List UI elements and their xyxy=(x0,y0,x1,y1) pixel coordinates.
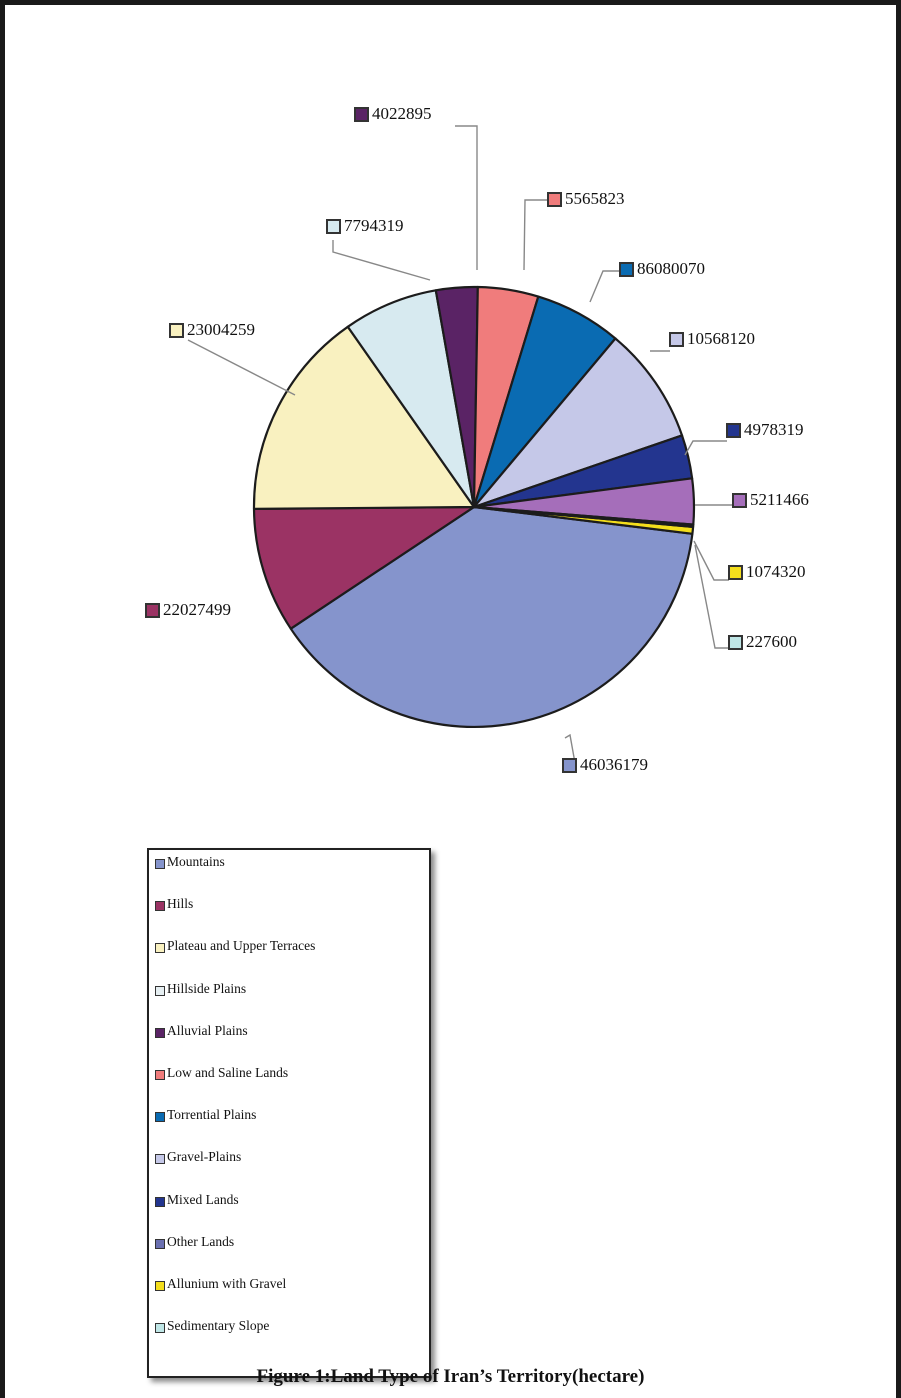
leader-line xyxy=(693,540,729,581)
legend-label: Alluvial Plains xyxy=(167,1022,248,1038)
legend-label: Gravel-Plains xyxy=(167,1149,242,1165)
legend-swatch xyxy=(155,1323,165,1334)
data-label-low-and-saline-lands: 5565823 xyxy=(547,189,625,208)
legend-swatch xyxy=(155,1154,165,1165)
data-label-value: 7794319 xyxy=(344,216,404,235)
leader-line xyxy=(589,270,620,303)
legend-label: Plateau and Upper Terraces xyxy=(167,938,316,954)
leader-line xyxy=(523,199,548,271)
data-label-marker xyxy=(145,603,160,618)
legend-swatch xyxy=(155,1281,165,1291)
data-label-mixed-lands: 4978319 xyxy=(726,420,804,439)
legend-item: Mixed Lands xyxy=(155,1192,239,1212)
data-label-alluvial-plains: 4022895 xyxy=(354,104,432,123)
data-label-value: 86080070 xyxy=(637,259,705,278)
pie-slice-hills xyxy=(252,505,476,630)
leader-line xyxy=(564,733,576,764)
data-label-value: 4978319 xyxy=(744,420,804,439)
pie-slice-mountains xyxy=(289,505,694,729)
leader-line xyxy=(455,125,478,270)
legend-item: Hillside Plains xyxy=(155,981,246,1001)
data-label-marker xyxy=(732,493,747,508)
data-label-torrential-plains: 86080070 xyxy=(619,259,705,278)
legend-item: Plateau and Upper Terraces xyxy=(155,938,315,958)
legend-label: Allunium with Gravel xyxy=(167,1276,287,1291)
leader-line xyxy=(187,339,296,396)
data-label-hillside-plains: 7794319 xyxy=(326,216,404,235)
pie-slice-plateau-and-upper-terraces xyxy=(252,325,476,510)
data-label-marker xyxy=(547,192,562,207)
legend-item: Allunium with Gravel xyxy=(155,1276,286,1296)
data-labels: 46036179 22027499 23004259 7794319 4022895 55… xyxy=(145,104,809,774)
data-label-value: 10568120 xyxy=(687,329,755,348)
data-label-gravel-plains: 10568120 xyxy=(669,329,755,348)
legend-swatch xyxy=(155,1027,165,1038)
data-label-mountains: 46036179 xyxy=(562,755,648,774)
legend-swatch xyxy=(155,1070,165,1080)
data-label-value: 22027499 xyxy=(163,600,231,619)
data-label-value: 4022895 xyxy=(372,104,432,123)
legend-label: Low and Saline Lands xyxy=(167,1065,289,1080)
legend-swatch xyxy=(155,943,165,954)
data-label-value: 5565823 xyxy=(565,189,625,208)
data-label-value: 23004259 xyxy=(187,320,255,339)
data-label-marker xyxy=(619,262,634,277)
leader-line xyxy=(684,440,727,456)
legend-label: Mountains xyxy=(167,854,225,869)
pie-slice-sedimentary-slope xyxy=(472,505,695,528)
leader-lines xyxy=(187,125,733,764)
legend-swatch xyxy=(155,1112,165,1123)
pie-slices xyxy=(252,285,696,729)
data-label-hills: 22027499 xyxy=(145,600,231,619)
data-label-sedimentary-slope: 227600 xyxy=(728,632,797,651)
leader-line xyxy=(332,240,431,281)
chart-legend: Mountains Hills Plateau and Upper Terraces… xyxy=(147,848,431,1378)
data-label-allunium-with-gravel: 1074320 xyxy=(728,562,806,581)
legend-item: Torrential Plains xyxy=(155,1107,256,1127)
data-label-marker xyxy=(726,423,741,438)
leader-line xyxy=(694,544,729,649)
data-label-marker xyxy=(669,332,684,347)
legend-label: Torrential Plains xyxy=(167,1107,257,1123)
data-label-marker xyxy=(562,758,577,773)
legend-swatch xyxy=(155,1238,165,1249)
legend-item: Gravel-Plains xyxy=(155,1149,241,1169)
legend-label: Mixed Lands xyxy=(167,1191,239,1207)
legend-swatch xyxy=(155,901,165,912)
data-label-marker xyxy=(728,565,743,580)
legend-item: Mountains xyxy=(155,854,225,874)
legend-label: Other Lands xyxy=(167,1233,235,1249)
data-label-value: 46036179 xyxy=(580,755,648,774)
legend-swatch xyxy=(155,985,165,996)
legend-swatch xyxy=(155,859,165,869)
legend-item: Hills xyxy=(155,896,193,916)
legend-label: Sedimentary Slope xyxy=(167,1318,270,1334)
legend-item: Low and Saline Lands xyxy=(155,1065,288,1085)
legend-item: Alluvial Plains xyxy=(155,1023,248,1043)
data-label-value: 1074320 xyxy=(746,562,806,581)
data-label-marker xyxy=(354,107,369,122)
legend-label: Hillside Plains xyxy=(167,980,247,996)
data-label-value: 227600 xyxy=(746,632,797,651)
data-label-marker xyxy=(169,323,184,338)
figure-caption: Figure 1:Land Type of Iran’s Territory(h… xyxy=(256,1366,645,1387)
data-label-marker xyxy=(728,635,743,650)
data-label-other-lands: 5211466 xyxy=(732,490,809,509)
legend-item: Other Lands xyxy=(155,1234,234,1254)
data-label-plateau-and-upper-terraces: 23004259 xyxy=(169,320,255,339)
legend-item: Sedimentary Slope xyxy=(155,1318,269,1338)
data-label-value: 5211466 xyxy=(750,490,809,509)
legend-label: Hills xyxy=(167,896,194,912)
pie-slice-gravel-plains xyxy=(472,337,684,509)
legend-swatch xyxy=(155,1196,165,1207)
data-label-marker xyxy=(326,219,341,234)
